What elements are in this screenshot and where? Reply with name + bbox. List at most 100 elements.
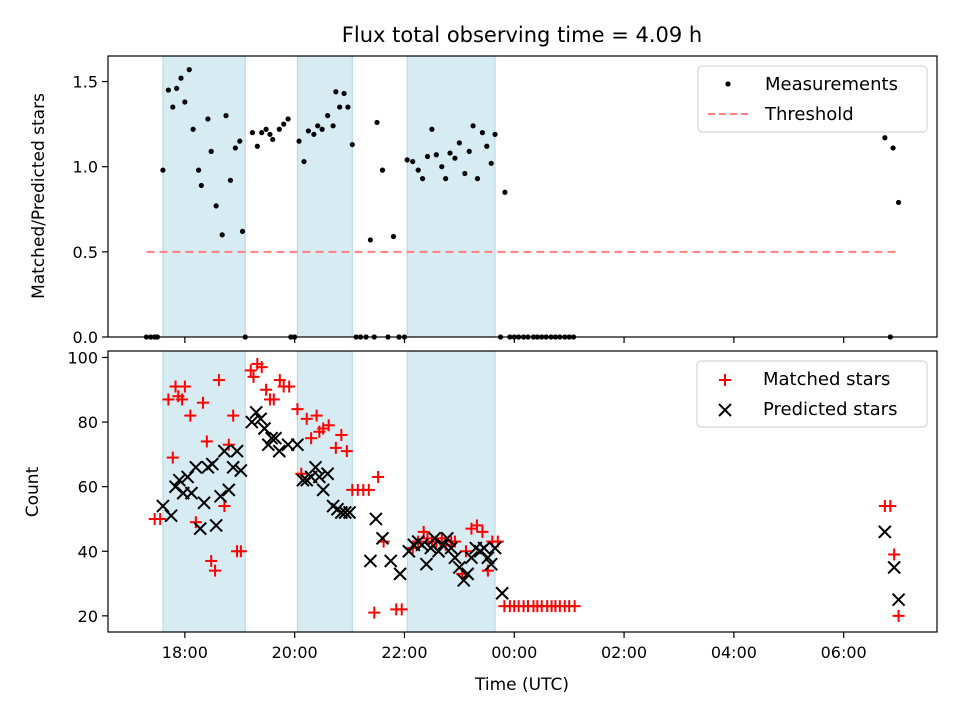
predicted-star-point: [460, 567, 475, 581]
measurement-point: [890, 145, 896, 151]
measurement-point: [424, 153, 431, 160]
matched-star-point: [884, 500, 897, 513]
measurement-point: [296, 138, 302, 144]
predicted-star-point: [245, 415, 259, 429]
predicted-star-point: [891, 592, 906, 607]
predicted-star-point: [415, 538, 429, 552]
predicted-star-point: [320, 467, 335, 481]
predicted-star-point: [419, 557, 434, 571]
top-x-ticks: [184, 337, 845, 343]
matched-star-point: [178, 380, 191, 393]
measurement-point: [367, 237, 374, 243]
matched-star-point: [154, 512, 167, 525]
matched-star-point: [209, 564, 222, 577]
y-tick-label: 80: [78, 413, 98, 432]
predicted-star-point: [384, 554, 398, 568]
bottom-legend-box: [696, 360, 928, 428]
y-tick-label: 1.0: [73, 158, 98, 177]
measurement-point: [190, 126, 196, 132]
matched-star-point: [244, 364, 257, 377]
legend-predicted-label: Predicted stars: [763, 399, 897, 420]
x-tick-label: 06:00: [821, 643, 867, 662]
predicted-star-point: [312, 470, 327, 484]
matched-star-point: [162, 393, 175, 406]
predicted-star-point: [184, 486, 199, 500]
predicted-star-point: [264, 431, 279, 445]
bottom-y-axis-label: Count: [23, 466, 43, 517]
y-tick-label: 40: [78, 542, 98, 561]
x-tick-label: 22:00: [381, 643, 427, 662]
measurement-point: [474, 176, 481, 182]
predicted-star-point: [431, 544, 446, 558]
matched-star-point: [218, 500, 231, 513]
predicted-star-point: [481, 551, 495, 565]
top-shaded-regions: [162, 55, 496, 338]
predicted-star-point: [296, 473, 310, 487]
measurement-point: [466, 148, 472, 154]
matched-star-point: [184, 409, 197, 422]
measurement-point: [325, 113, 331, 119]
y-tick-label: 20: [78, 607, 98, 626]
predicted-star-point: [316, 483, 330, 497]
measurement-point: [895, 199, 902, 206]
measurement-point: [415, 167, 421, 173]
matched-star-point: [234, 545, 247, 558]
measurement-point: [479, 130, 486, 136]
matched-star-point: [470, 519, 483, 532]
bottom-panel: 20 40 60 80 100 18:00 20:00 22:00 00:00 02:00 04:…: [23, 348, 938, 695]
predicted-star-point: [197, 496, 211, 510]
predicted-star-point: [436, 538, 450, 552]
predicted-star-point: [193, 521, 207, 536]
measurement-point: [404, 157, 410, 163]
x-axis-label: Time (UTC): [474, 675, 569, 695]
bottom-x-ticks: 18:00 20:00 22:00 00:00 02:00 04:00 06:00: [162, 632, 867, 662]
predicted-star-point: [230, 444, 244, 458]
measurement-point: [281, 121, 287, 127]
matched-star-point: [395, 603, 408, 616]
measurement-point: [208, 148, 214, 154]
predicted-star-point: [878, 525, 892, 539]
predicted-star-point: [477, 541, 491, 555]
measurement-point: [267, 131, 273, 137]
measurement-point: [198, 182, 204, 189]
measurement-point: [213, 203, 219, 209]
measurement-point: [227, 177, 234, 183]
measurement-point: [319, 126, 325, 132]
x-tick-label: 00:00: [491, 643, 537, 662]
predicted-star-point: [226, 460, 240, 474]
measurement-point: [305, 128, 311, 134]
observing-window: [406, 55, 496, 338]
measurement-point: [315, 123, 321, 129]
matched-star-point: [283, 380, 296, 393]
observing-window: [162, 350, 246, 633]
predicted-star-point: [308, 460, 323, 474]
predicted-star-point: [488, 541, 502, 555]
top-y-ticks: 0.0 0.5 1.0 1.5: [73, 73, 108, 347]
matched-star-point: [340, 445, 353, 458]
matched-star-point: [260, 383, 273, 396]
predicted-star-point: [452, 560, 467, 575]
measurement-point: [492, 131, 498, 137]
measurement-point: [186, 67, 192, 73]
predicted-star-point: [375, 531, 390, 546]
measurement-point: [456, 140, 462, 146]
predicted-star-point: [222, 483, 236, 497]
predicted-star-point: [249, 405, 263, 420]
measurement-point: [341, 90, 347, 97]
predicted-star-point: [272, 444, 286, 458]
matched-star-point: [222, 438, 235, 451]
matched-star-point: [888, 548, 901, 561]
predicted-star-point: [213, 489, 228, 504]
top-legend-box: [697, 65, 928, 133]
measurement-point: [433, 152, 439, 158]
measurement-point: [165, 87, 171, 93]
measurement-point: [447, 150, 453, 156]
measurement-point: [182, 99, 188, 105]
predicted-stars-points: [156, 405, 906, 607]
matched-star-point: [205, 554, 218, 567]
measurement-point: [239, 228, 246, 235]
matched-star-point: [892, 609, 905, 622]
matched-star-point: [189, 516, 202, 529]
measurement-point: [270, 136, 276, 143]
